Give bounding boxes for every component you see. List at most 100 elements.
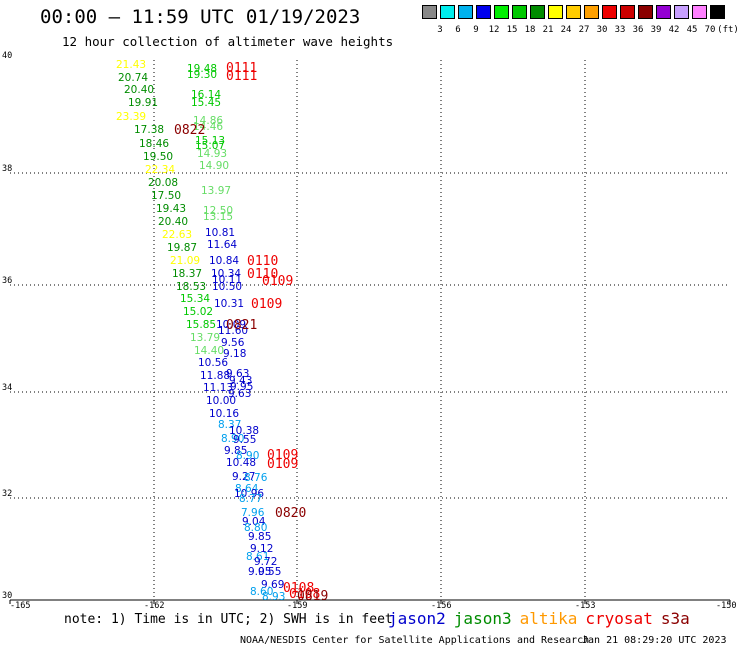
wave-height-value: 10.09 bbox=[216, 319, 247, 331]
wave-height-value: 20.08 bbox=[148, 177, 179, 189]
latitude-tick-label: 40 bbox=[2, 51, 13, 61]
color-swatch bbox=[422, 5, 437, 19]
wave-height-value: 8.37 bbox=[218, 419, 242, 431]
wave-height-value: 8.64 bbox=[235, 483, 259, 495]
wave-height-value: 9.63 bbox=[226, 368, 250, 380]
wave-height-value: 9.85 bbox=[224, 445, 248, 457]
wave-height-value: 9.72 bbox=[254, 556, 278, 568]
wave-height-value: 17.50 bbox=[151, 190, 182, 202]
wave-height-value: 10.56 bbox=[198, 357, 229, 369]
wave-height-value: 9.18 bbox=[223, 348, 247, 360]
legend-entry-cryosat: cryosat bbox=[585, 609, 653, 628]
wave-height-value: 15.45 bbox=[191, 97, 222, 109]
wave-height-value: 13.15 bbox=[203, 211, 234, 223]
wave-height-value: 20.40 bbox=[124, 84, 155, 96]
wave-height-value: 20.40 bbox=[158, 216, 189, 228]
longitude-tick-label: -162 bbox=[144, 601, 165, 611]
color-swatch bbox=[674, 5, 689, 19]
color-swatch bbox=[584, 5, 599, 19]
color-swatch bbox=[440, 5, 455, 19]
wave-height-value: 9.43 bbox=[229, 375, 253, 387]
wave-height-value: 9.12 bbox=[250, 543, 274, 555]
color-scale-label: 45 bbox=[686, 25, 698, 35]
pass-time-label: 0109 bbox=[267, 457, 299, 472]
wave-height-value: 15.07 bbox=[195, 140, 226, 152]
wave-height-value: 9.04 bbox=[242, 516, 266, 528]
wave-height-value: 9.63 bbox=[228, 388, 252, 400]
color-swatch bbox=[620, 5, 635, 19]
color-scale-label: 3 bbox=[437, 25, 443, 35]
color-scale-label: 12 bbox=[488, 25, 500, 35]
pass-time-label: 0109 bbox=[251, 297, 283, 312]
longitude-tick-label: -150 bbox=[716, 601, 737, 611]
pass-time-label: 0108 bbox=[289, 587, 321, 602]
wave-height-value: 21.09 bbox=[170, 255, 201, 267]
pass-time-label: 0111 bbox=[226, 61, 258, 76]
pass-time-label: 0820 bbox=[275, 506, 307, 521]
wave-height-value: 8.93 bbox=[262, 591, 286, 603]
wave-height-value: 19.43 bbox=[156, 203, 187, 215]
wave-height-value: 9.05 bbox=[248, 566, 272, 578]
wave-height-value: 18.53 bbox=[176, 281, 207, 293]
wave-height-value: 15.85 bbox=[186, 319, 217, 331]
legend-entry-s3a: s3a bbox=[660, 609, 690, 628]
wave-height-value: 11.64 bbox=[207, 239, 238, 251]
wave-height-value: 10.34 bbox=[211, 268, 242, 280]
color-scale-label: 39 bbox=[650, 25, 662, 35]
wave-height-value: 15.34 bbox=[180, 293, 211, 305]
color-scale-label: 36 bbox=[632, 25, 644, 35]
credit-text: NOAA/NESDIS Center for Satellite Applica… bbox=[240, 635, 590, 646]
wave-height-value: 10.38 bbox=[229, 425, 260, 437]
wave-height-value: 9.55 bbox=[233, 434, 257, 446]
wave-height-value: 14.46 bbox=[193, 121, 224, 133]
pass-time-label: 0822 bbox=[174, 123, 206, 138]
color-swatch bbox=[494, 5, 509, 19]
color-scale-label: 9 bbox=[473, 25, 479, 35]
wave-height-value: 19.50 bbox=[143, 151, 174, 163]
wave-height-value: 19.87 bbox=[167, 242, 198, 254]
wave-height-value: 8.60 bbox=[250, 586, 274, 598]
longitude-tick-label: -156 bbox=[431, 601, 452, 611]
wave-height-value: 11.60 bbox=[218, 325, 249, 337]
wave-height-value: 22.34 bbox=[145, 164, 176, 176]
color-swatch bbox=[710, 5, 725, 19]
wave-height-value: 14.40 bbox=[194, 345, 225, 357]
pass-time-label: 0109 bbox=[267, 448, 299, 463]
color-scale-label: 42 bbox=[668, 25, 680, 35]
color-scale-label: 15 bbox=[506, 25, 518, 35]
color-swatch bbox=[566, 5, 581, 19]
wave-height-value: 8.80 bbox=[244, 522, 268, 534]
wave-height-value: 10.84 bbox=[209, 255, 240, 267]
color-scale-label: 30 bbox=[596, 25, 608, 35]
color-scale-label: 21 bbox=[542, 25, 554, 35]
color-swatch bbox=[458, 5, 473, 19]
wave-height-value: 11.13 bbox=[203, 382, 234, 394]
timestamp-text: Jan 21 08:29:20 UTC 2023 bbox=[582, 635, 727, 646]
page-title: 00:00 – 11:59 UTC 01/19/2023 bbox=[40, 6, 361, 28]
wave-height-value: 8.90 bbox=[236, 450, 260, 462]
wave-height-value: 10.11 bbox=[212, 274, 243, 286]
color-swatch bbox=[512, 5, 527, 19]
color-scale-label: (ft) bbox=[717, 25, 739, 35]
color-scale-label: 18 bbox=[524, 25, 536, 35]
wave-height-value: 8.61 bbox=[246, 551, 270, 563]
color-scale-label: 27 bbox=[578, 25, 590, 35]
wave-height-value: 18.37 bbox=[172, 268, 203, 280]
longitude-tick-label: -159 bbox=[287, 601, 308, 611]
pass-time-label: 0109 bbox=[262, 274, 294, 289]
latitude-tick-label: 30 bbox=[2, 591, 13, 601]
pass-time-label: 0108 bbox=[283, 581, 315, 596]
pass-time-label: 0110 bbox=[247, 267, 279, 282]
wave-height-value: 19.30 bbox=[187, 69, 218, 81]
wave-height-value: 9.55 bbox=[258, 566, 282, 578]
pass-time-label: 0111 bbox=[226, 69, 258, 84]
wave-height-value: 13.79 bbox=[190, 332, 221, 344]
wave-height-value: 8.90 bbox=[221, 433, 245, 445]
color-scale-label: 24 bbox=[560, 25, 572, 35]
satellite-legend: jason2 jason3 altika cryosat s3a bbox=[388, 609, 698, 628]
wave-height-value: 20.74 bbox=[118, 72, 149, 84]
longitude-tick-label: -165 bbox=[10, 601, 31, 611]
wave-height-value: 14.90 bbox=[199, 160, 230, 172]
color-swatch bbox=[548, 5, 563, 19]
